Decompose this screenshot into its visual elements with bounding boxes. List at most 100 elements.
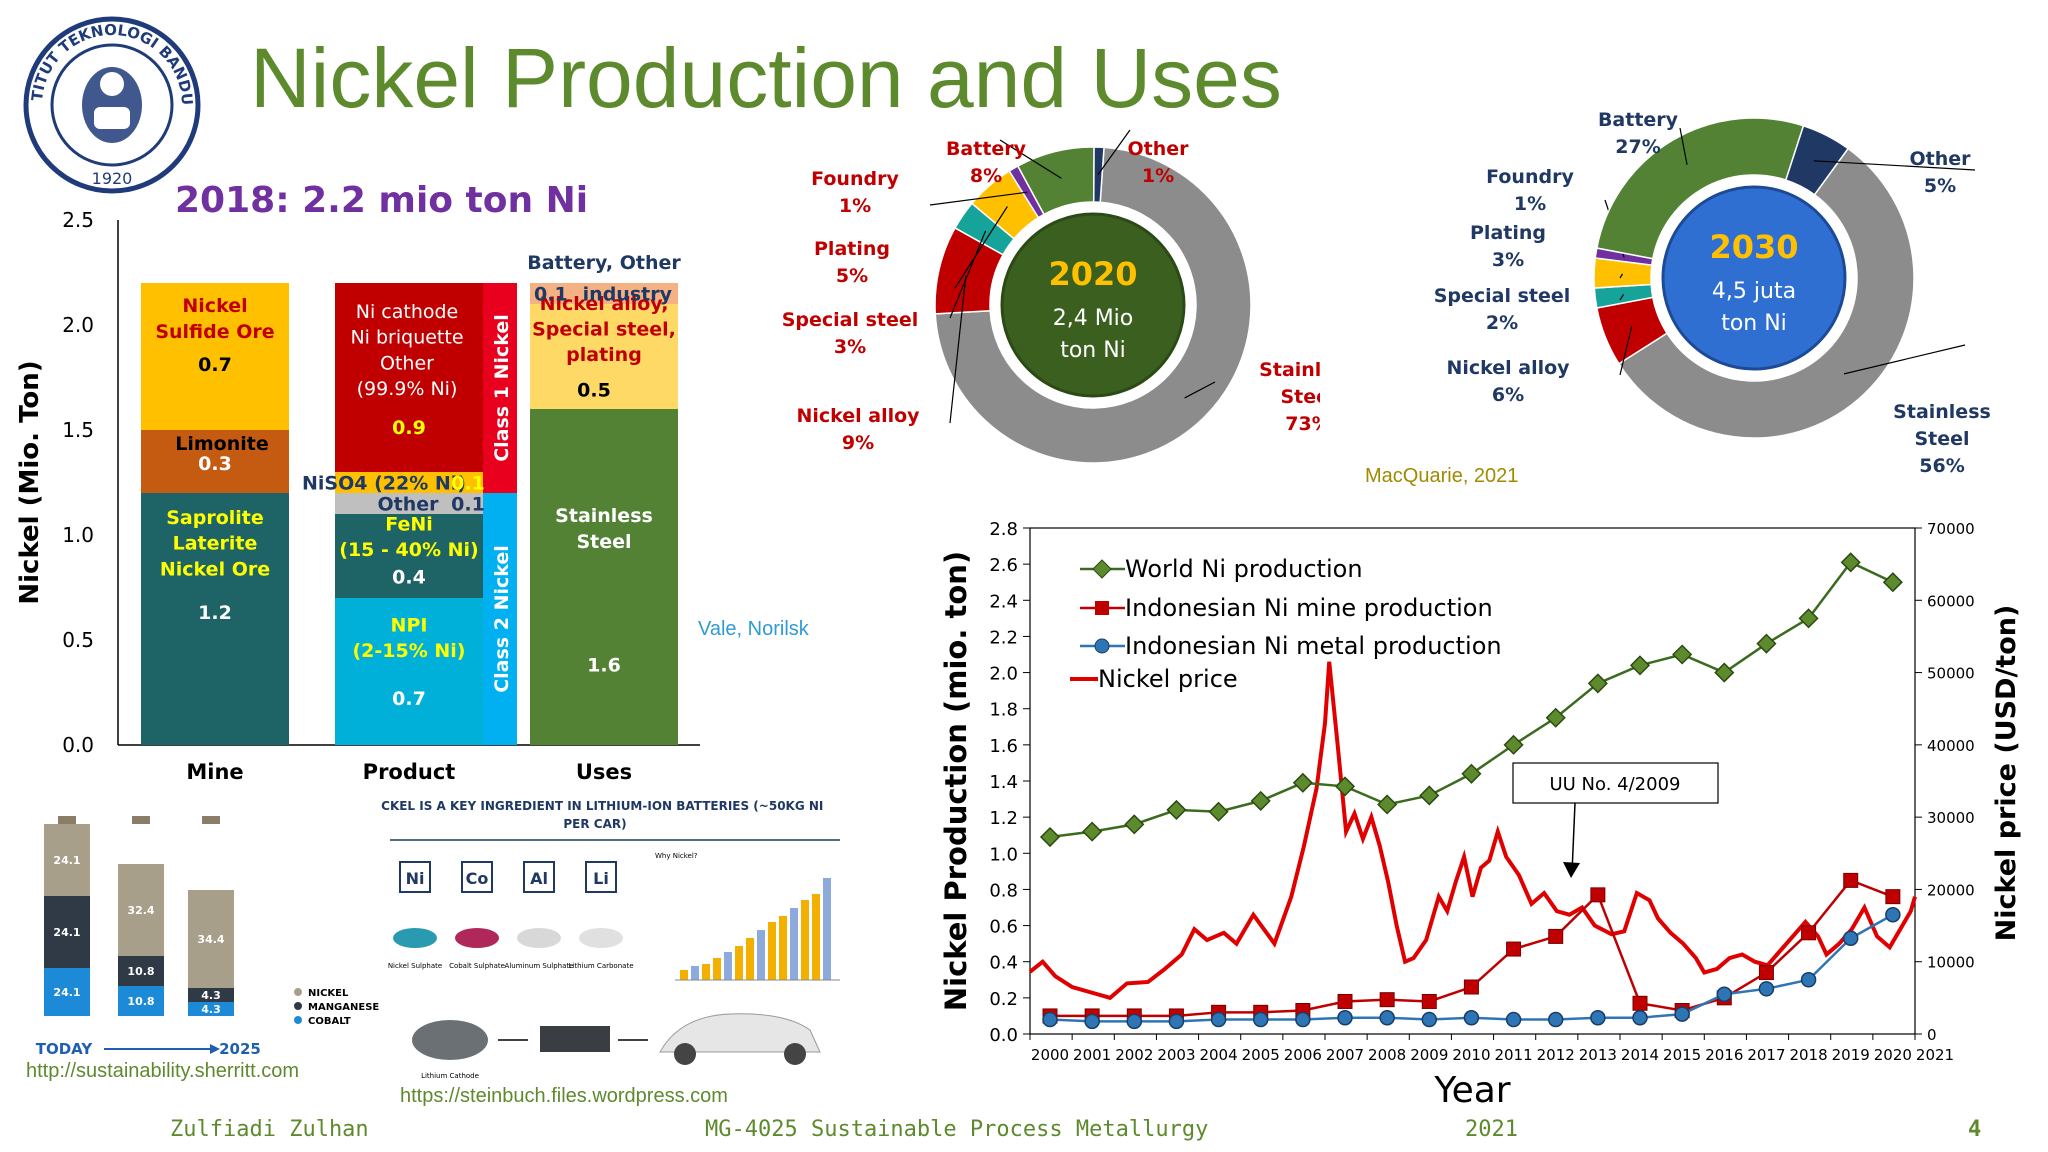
mini-bar bbox=[713, 958, 721, 980]
element-tile bbox=[399, 861, 431, 893]
mine-production-point bbox=[1843, 872, 1859, 888]
mine-production-point bbox=[1885, 889, 1901, 905]
segment-label: Nickel bbox=[182, 295, 247, 317]
world-production-point bbox=[1587, 673, 1608, 694]
annotation-text: UU No. 4/2009 bbox=[1549, 774, 1680, 795]
battery-segment-value: 32.4 bbox=[127, 904, 154, 917]
metal-production-point bbox=[1674, 1006, 1690, 1022]
bar-segment bbox=[141, 430, 289, 493]
slide-title: Nickel Production and Uses bbox=[250, 31, 1282, 125]
mine-production-point bbox=[1801, 925, 1817, 941]
donut-slice-value: 5% bbox=[1924, 175, 1956, 197]
battery-segment bbox=[118, 864, 164, 956]
class1-label: Class 1 Nickel bbox=[491, 314, 513, 462]
metal-production-point bbox=[1800, 972, 1817, 988]
y-tick-label: 0.4 bbox=[989, 953, 1018, 974]
cells-arrowhead bbox=[210, 1044, 220, 1054]
segment-label: NiSO4 (22% Ni) bbox=[302, 473, 466, 495]
y-tick-label: 0.5 bbox=[62, 628, 94, 652]
donut-center-year: 2020 bbox=[1048, 255, 1137, 293]
y-tick-label: 2.4 bbox=[989, 591, 1018, 612]
li-ion-infographic: NICKEL IS A KEY INGREDIENT IN LITHIUM-IO… bbox=[380, 799, 840, 1080]
metal-production-point bbox=[1126, 1013, 1143, 1030]
donut-leader bbox=[1619, 294, 1625, 301]
footer-year: 2021 bbox=[1465, 1117, 1518, 1142]
mine-production-point bbox=[1506, 941, 1522, 957]
battery-segment bbox=[44, 896, 90, 968]
metal-production-point bbox=[1758, 981, 1775, 997]
mini-bar bbox=[724, 952, 732, 980]
donut-chart-2030: Stainless Steel 56% Nickel alloy 6% Special s… bbox=[1434, 109, 1991, 477]
segment-value: 1.2 bbox=[198, 602, 232, 624]
world-production-point bbox=[1503, 734, 1524, 755]
legend-marker bbox=[1095, 601, 1109, 615]
y2-tick-label: 70000 bbox=[1927, 520, 1975, 538]
donut-leader bbox=[949, 230, 987, 319]
category-label: Product bbox=[363, 760, 456, 784]
compound-pile bbox=[455, 928, 499, 948]
metal-production-point bbox=[1295, 1011, 1311, 1028]
y-tick-label: 1.4 bbox=[989, 772, 1018, 793]
segment-value: 0.1 bbox=[534, 284, 568, 306]
footer-author: Zulfiadi Zulhan bbox=[170, 1117, 369, 1142]
y2-tick-label: 50000 bbox=[1927, 665, 1975, 683]
donut-slice-value: 1% bbox=[1514, 193, 1546, 215]
y-tick-label: 0.8 bbox=[989, 880, 1018, 901]
world-production-point bbox=[1124, 814, 1145, 835]
world-production-point bbox=[1166, 799, 1187, 820]
segment-label-group: Nickel alloy, Special steel, plating bbox=[532, 293, 676, 366]
segment-label: Stainless bbox=[555, 505, 653, 527]
battery-other-label: Battery, Other bbox=[527, 252, 681, 274]
mini-bar bbox=[790, 908, 798, 980]
battery-segment-value: 24.1 bbox=[53, 854, 80, 867]
donut-leader bbox=[1619, 326, 1633, 376]
car-wheel bbox=[674, 1043, 696, 1065]
x-axis-label: Year bbox=[1433, 1070, 1510, 1111]
segment-label-group: Nickel Sulfide Ore bbox=[155, 295, 274, 343]
x-tick-label: 2004 bbox=[1199, 1046, 1237, 1064]
donut-slice-value: 1% bbox=[1142, 165, 1174, 187]
mini-bar bbox=[812, 894, 820, 980]
donut-leader bbox=[999, 139, 1062, 179]
element-symbol: Al bbox=[530, 869, 548, 888]
x-tick-label: 2014 bbox=[1621, 1046, 1659, 1064]
battery-cap bbox=[202, 816, 220, 824]
y2-tick-label: 30000 bbox=[1927, 809, 1975, 827]
world-production-point bbox=[1039, 826, 1061, 848]
donut-slice-label: Stainless bbox=[1893, 401, 1991, 423]
mine-production-point bbox=[1421, 993, 1437, 1009]
segment-label: (15 - 40% Ni) bbox=[339, 539, 478, 561]
donut-slice-label: Plating bbox=[814, 238, 890, 260]
category-label: Uses bbox=[576, 760, 632, 784]
battery-segment bbox=[44, 824, 90, 896]
mini-bar bbox=[768, 922, 776, 980]
cells-legend-dot bbox=[294, 1002, 302, 1010]
donut-leader bbox=[1184, 381, 1216, 399]
y2-axis-label: Nickel price (USD/ton) bbox=[1991, 605, 2022, 942]
world-production-point bbox=[1798, 608, 1819, 629]
donut-slice-label: Other bbox=[1127, 138, 1189, 160]
lib-source: https://steinbuch.files.wordpress.com bbox=[400, 1085, 728, 1107]
cells-legend-dot bbox=[294, 988, 302, 996]
donut-leader bbox=[1097, 129, 1131, 175]
metal-production-point bbox=[1337, 1009, 1353, 1026]
segment-label: Saprolite bbox=[166, 507, 264, 529]
lib-sub-caption: Why Nickel? bbox=[655, 852, 698, 860]
element-tile bbox=[461, 861, 493, 893]
mine-production-point bbox=[1590, 887, 1606, 903]
mine-production-point bbox=[1337, 993, 1353, 1009]
donut-leader bbox=[1813, 160, 1976, 171]
bar-segment bbox=[530, 283, 678, 304]
stacked-source: Vale, Norilsk bbox=[698, 618, 809, 640]
x-tick-label: 2015 bbox=[1663, 1046, 1701, 1064]
x-tick-label: 2010 bbox=[1452, 1046, 1490, 1064]
segment-value: 0.9 bbox=[392, 417, 426, 439]
metal-production-point bbox=[1590, 1009, 1606, 1026]
mine-production-point bbox=[1758, 965, 1774, 981]
donut-slice-value: 56% bbox=[1919, 455, 1964, 477]
legend-marker bbox=[1092, 559, 1112, 579]
compound-label: Nickel Sulphate bbox=[388, 962, 442, 970]
donut-slice-label: Other bbox=[1909, 148, 1971, 170]
metal-production-point bbox=[1421, 1011, 1438, 1028]
world-production-point bbox=[1756, 633, 1777, 654]
